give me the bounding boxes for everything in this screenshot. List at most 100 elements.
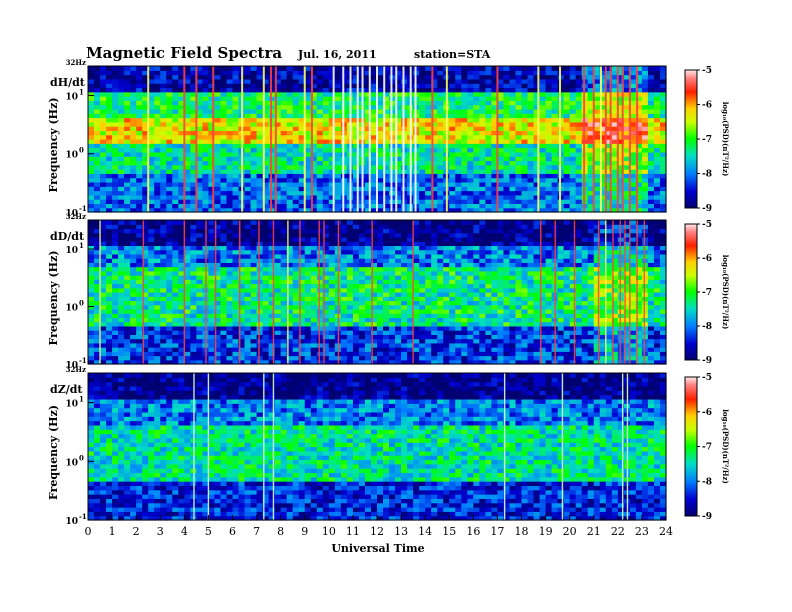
spectrogram-cell (370, 207, 378, 213)
spectrogram-cell (370, 270, 378, 276)
spectrogram-cell (100, 108, 107, 114)
spectrogram-cell (515, 190, 523, 196)
spectrogram-cell (569, 78, 577, 84)
spectrogram-cell (563, 139, 571, 144)
spectrogram-cell (208, 143, 216, 149)
spectrogram-cell (226, 270, 234, 276)
spectrogram-cell (521, 108, 529, 114)
spectrogram-cell (244, 325, 252, 331)
spectrogram-cell (377, 325, 384, 331)
spectrogram-cell (298, 338, 306, 344)
spectrogram-cell (292, 249, 300, 255)
spectrogram-cell (178, 313, 185, 319)
spectrogram-cell (346, 275, 354, 280)
spectrogram-cell (280, 207, 288, 213)
spectrogram-cell (322, 190, 330, 196)
spectrogram-cell (142, 139, 149, 144)
spectrogram-cell (563, 173, 571, 179)
spectrogram-cell (154, 147, 161, 153)
spectrogram-cell (370, 279, 378, 285)
spectrogram-cell (364, 66, 372, 71)
spectrogram-cell (346, 241, 354, 247)
spectrogram-cell (232, 139, 240, 144)
spectrogram-cell (527, 177, 535, 183)
spectrogram-cell (112, 232, 119, 238)
spectrogram-cell (611, 194, 619, 200)
spectrogram-cell (118, 236, 125, 242)
spectrogram-cell (148, 104, 155, 110)
spectrogram-cell (190, 207, 197, 213)
spectrogram-cell (106, 74, 113, 80)
spectrogram-cell (533, 173, 541, 179)
spectrogram-cell (461, 190, 468, 196)
spectrogram-cell (286, 325, 294, 331)
spectrogram-cell (364, 253, 372, 259)
spectrogram-cell (112, 334, 119, 340)
spectrogram-cell (641, 87, 649, 93)
spectrogram-cell (172, 126, 179, 132)
spectrogram-cell (178, 228, 185, 234)
spectrogram-cell (130, 245, 137, 251)
spectrogram-cell (533, 113, 541, 119)
spectrogram-cell (334, 143, 342, 149)
spectrogram-cell (623, 108, 631, 114)
spectrogram-cell (88, 342, 95, 348)
spectrogram-cell (377, 169, 384, 174)
spectrogram-cell (395, 83, 402, 89)
spectrogram-cell (310, 296, 318, 302)
spectrogram-cell (635, 164, 643, 170)
spectrogram-cell (286, 351, 294, 357)
spectrogram-cell (569, 199, 577, 205)
spectrogram-cell (509, 181, 517, 187)
spectrogram-cell (473, 87, 480, 93)
spectrogram-cell (118, 186, 125, 192)
spectrogram-cell (250, 194, 258, 200)
spectrogram-cell (220, 355, 228, 361)
spectrogram-cell (112, 130, 119, 136)
spectrogram-cell (196, 78, 203, 84)
spectrogram-cell (106, 173, 113, 179)
spectrogram-cell (431, 160, 438, 166)
spectrogram-cell (316, 330, 324, 335)
spectrogram-cell (136, 181, 143, 187)
spectrogram-cell (226, 203, 234, 209)
spectrogram-cell (232, 325, 240, 331)
spectrogram-cell (238, 308, 246, 314)
spectrogram-cell (208, 347, 216, 352)
spectrogram-cell (563, 78, 571, 84)
spectrogram-cell (202, 113, 210, 119)
spectrogram-cell (208, 173, 216, 179)
spectrogram-cell (244, 262, 252, 268)
spectrogram-cell (250, 304, 258, 310)
spectrogram-cell (352, 296, 360, 302)
spectrogram-cell (160, 121, 167, 127)
spectrogram-cell (214, 351, 222, 357)
spectrogram-cell (196, 207, 203, 213)
spectrogram-cell (425, 130, 432, 136)
spectrogram-cell (274, 330, 282, 335)
spectrogram-cell (593, 177, 601, 183)
spectrogram-cell (166, 236, 173, 242)
spectrogram-cell (196, 130, 203, 136)
spectrogram-cell (292, 241, 300, 247)
spectrogram-cell (292, 224, 300, 230)
spectrogram-cell (106, 139, 113, 144)
spectrogram-cell (611, 96, 619, 101)
spectrogram-cell (88, 304, 95, 310)
spectrogram-cell (352, 207, 360, 213)
spectrogram-cell (593, 130, 601, 136)
spectrogram-cell (455, 173, 462, 179)
spectrogram-cell (304, 130, 312, 136)
spectrogram-cell (449, 177, 456, 183)
spectrogram-cell (310, 121, 318, 127)
spectrogram-cell (160, 347, 167, 352)
spectrogram-cell (569, 108, 577, 114)
spectrogram-cell (545, 169, 553, 174)
spectrogram-cell (364, 203, 372, 209)
spectrogram-cell (214, 207, 222, 213)
spectrogram-cell (196, 270, 203, 276)
spectrogram-cell (142, 270, 149, 276)
spectrogram-cell (298, 258, 306, 263)
spectrogram-cell (352, 74, 360, 80)
spectrogram-cell (196, 199, 203, 205)
